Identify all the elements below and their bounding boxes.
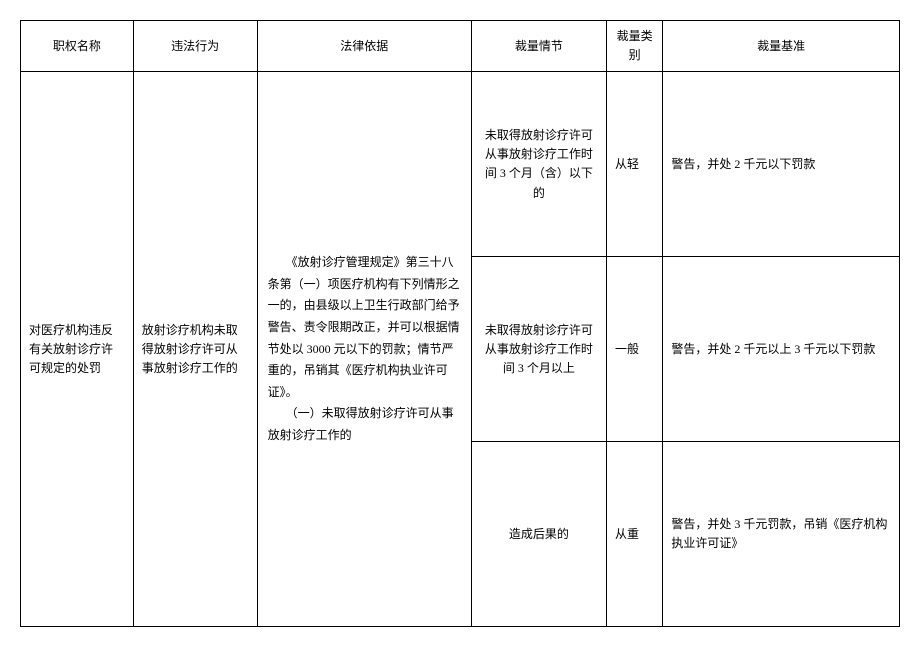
header-category: 裁量类别 [606, 21, 662, 72]
header-legal-basis: 法律依据 [257, 21, 471, 72]
header-standard: 裁量基准 [663, 21, 900, 72]
document-table-container: 职权名称 违法行为 法律依据 裁量情节 裁量类别 裁量基准 对医疗机构违反有关放… [20, 20, 900, 627]
cell-authority-name: 对医疗机构违反有关放射诊疗许可规定的处罚 [21, 72, 134, 627]
header-illegal-act: 违法行为 [133, 21, 257, 72]
discretionary-table: 职权名称 违法行为 法律依据 裁量情节 裁量类别 裁量基准 对医疗机构违反有关放… [20, 20, 900, 627]
cell-legal-basis: 《放射诊疗管理规定》第三十八条第（一）项医疗机构有下列情形之一的，由县级以上卫生… [257, 72, 471, 627]
cell-circumstance: 未取得放射诊疗许可从事放射诊疗工作时间 3 个月（含）以下的 [471, 72, 606, 257]
cell-category: 从轻 [606, 72, 662, 257]
cell-standard: 警告，并处 3 千元罚款，吊销《医疗机构执业许可证》 [663, 442, 900, 627]
cell-category: 从重 [606, 442, 662, 627]
cell-illegal-act: 放射诊疗机构未取得放射诊疗许可从事放射诊疗工作的 [133, 72, 257, 627]
header-circumstance: 裁量情节 [471, 21, 606, 72]
cell-standard: 警告，并处 2 千元以上 3 千元以下罚款 [663, 257, 900, 442]
cell-standard: 警告，并处 2 千元以下罚款 [663, 72, 900, 257]
cell-circumstance: 造成后果的 [471, 442, 606, 627]
table-row: 对医疗机构违反有关放射诊疗许可规定的处罚 放射诊疗机构未取得放射诊疗许可从事放射… [21, 72, 900, 257]
cell-category: 一般 [606, 257, 662, 442]
table-header-row: 职权名称 违法行为 法律依据 裁量情节 裁量类别 裁量基准 [21, 21, 900, 72]
header-authority-name: 职权名称 [21, 21, 134, 72]
cell-circumstance: 未取得放射诊疗许可从事放射诊疗工作时间 3 个月以上 [471, 257, 606, 442]
